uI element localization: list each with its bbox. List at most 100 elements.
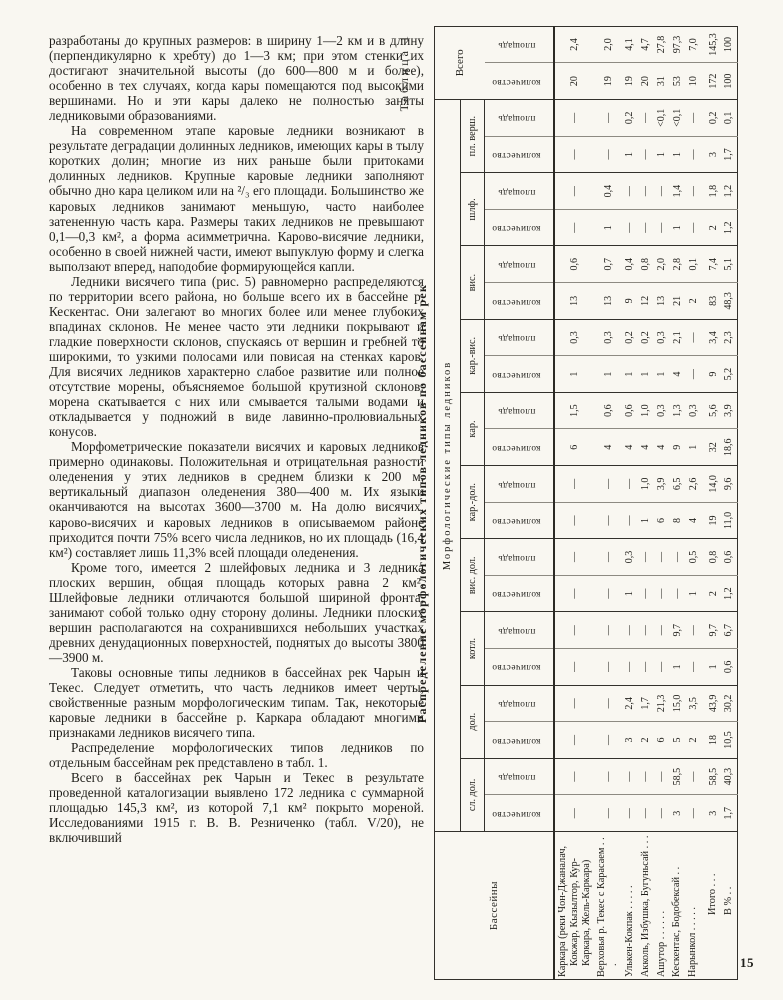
value-cell: 5 [669,721,686,759]
value-cell: 1 [653,136,670,173]
value-cell: — [621,648,638,686]
table-label: Таблица 1 [397,33,411,112]
value-cell: 2 [700,209,721,246]
body-text-column: разработаны до крупных размеров: в ширин… [49,33,424,846]
subheader-quantity: количество [484,575,554,612]
value-cell: 4 [594,428,622,466]
value-cell: 8 [669,502,686,539]
type-group-header: кар.-вис. [460,319,485,393]
value-cell: 18,6 [720,428,738,466]
value-cell: 1 [637,355,654,393]
value-cell: — [637,575,654,612]
type-group-header: шлф. [460,172,485,246]
basin-name-cell: Каркара (реки Чон-Джаналач, Кокжар, Кызы… [554,831,595,980]
value-cell: 0,3 [653,392,670,429]
value-cell: — [637,538,654,576]
type-group-header: дол. [460,685,485,759]
value-cell: 9,6 [720,465,738,503]
value-cell: 40,3 [720,758,738,795]
value-cell: — [594,611,622,649]
value-cell: 0,4 [621,246,638,283]
value-cell: — [685,355,701,393]
type-group-header: вис. дол. [460,538,485,612]
value-cell: 6,7 [720,611,738,649]
value-cell: 2,8 [669,246,686,283]
basin-name-cell: Итого . . . [700,831,721,980]
value-cell: 2 [685,282,701,320]
value-cell: — [637,209,654,246]
value-cell: 2,6 [685,465,701,503]
value-cell: 20 [554,62,595,100]
rotated-table-area: Таблица 1 Распределение морфологических … [397,25,778,980]
value-cell: 3,4 [700,319,721,356]
subheader-area: площадь [484,319,554,356]
value-cell: — [594,136,622,173]
value-cell: 0,2 [621,99,638,137]
value-cell: — [594,648,622,686]
value-cell: 58,5 [669,758,686,795]
value-cell: 2,1 [669,319,686,356]
value-cell: 0,3 [621,538,638,576]
value-cell: — [637,99,654,137]
value-cell: 1 [669,136,686,173]
value-cell: 31 [653,62,670,100]
subheader-area-label: площадь [497,259,536,270]
value-cell: 1,8 [700,172,721,210]
value-cell: 14,0 [700,465,721,503]
value-cell: 32 [700,428,721,466]
value-cell: 0,6 [621,392,638,429]
value-cell: 4 [669,355,686,393]
value-cell: — [554,136,595,173]
value-cell: — [685,794,701,832]
value-cell: 3 [700,794,721,832]
subheader-area-label: площадь [497,186,536,197]
subheader-area: площадь [484,172,554,210]
value-cell: — [621,465,638,503]
value-cell: — [653,648,670,686]
subheader-area-label: площадь [497,406,536,417]
value-cell: — [594,538,622,576]
morphology-table: Бассейны Морфологические типы ледников В… [434,25,738,980]
total-column-header: Всего [434,26,485,100]
value-cell: — [637,172,654,210]
table-row: Каркара (реки Чон-Джаналач, Кокжар, Кызы… [554,26,595,980]
value-cell: 0,7 [594,246,622,283]
value-cell: 145,3 [700,26,721,63]
value-cell: 2,0 [653,246,670,283]
table-row: Улькен-Кокпак . . . . . — —3 2,4— —1 0,3— —4 0,… [621,26,638,980]
subheader-quantity: количество [484,428,554,466]
subheader-quantity-label: количество [492,589,541,600]
basin-name-cell: Ашутор . . . . . . [653,831,670,980]
value-cell: — [669,538,686,576]
value-cell: 100 [720,62,738,100]
glacier-types-table: Таблица 1 Распределение морфологических … [397,25,778,980]
paragraph: Кроме того, имеется 2 шлейфовых ледника … [49,559,424,665]
value-cell: — [554,685,595,722]
value-cell: 9,7 [700,611,721,649]
value-cell: 58,5 [700,758,721,795]
value-cell: 6,5 [669,465,686,503]
value-cell: <0,1 [653,99,670,137]
type-group-header: кар.-дол. [460,465,485,539]
subheader-quantity: количество [484,355,554,393]
value-cell: 1,7 [637,685,654,722]
value-cell: 2,3 [720,319,738,356]
value-cell: 1 [594,355,622,393]
value-cell: — [637,648,654,686]
subheader-quantity-label: количество [492,662,541,673]
value-cell: — [594,575,622,612]
value-cell: 6 [653,721,670,759]
subheader-area-label: площадь [497,333,536,344]
value-cell: — [653,172,670,210]
value-cell: — [554,758,595,795]
value-cell: 0,1 [685,246,701,283]
value-cell: 13 [653,282,670,320]
value-cell: 4 [621,428,638,466]
value-cell: 20 [637,62,654,100]
value-cell: 1,4 [669,172,686,210]
subheader-area: площадь [484,392,554,429]
value-cell: 3 [700,136,721,173]
value-cell: 1,7 [720,794,738,832]
value-cell: — [594,721,622,759]
value-cell: — [554,721,595,759]
